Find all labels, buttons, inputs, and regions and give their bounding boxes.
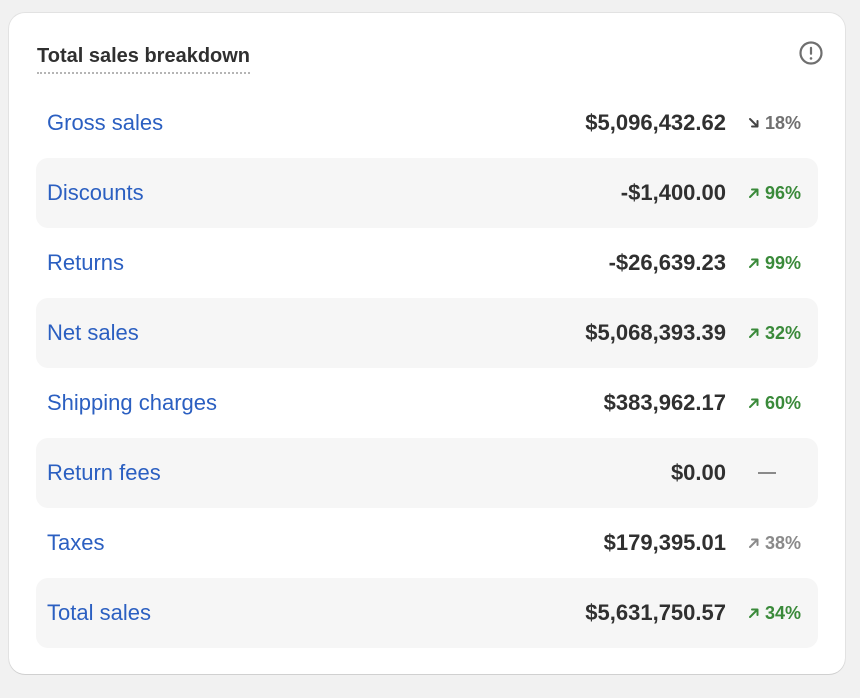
change-indicator: 60%: [739, 393, 801, 414]
change-percent: 18%: [764, 112, 801, 133]
table-row: Gross sales $5,096,432.62 18%: [36, 88, 818, 158]
row-value: $179,395.01: [603, 530, 726, 555]
arrow-up-right-icon: [748, 608, 759, 618]
row-label-link[interactable]: Gross sales: [47, 110, 164, 135]
change-indicator: 99%: [739, 253, 801, 274]
breakdown-table: Gross sales $5,096,432.62 18% Discounts …: [36, 88, 818, 648]
table-row: Returns -$26,639.23 99%: [36, 228, 818, 298]
row-label-link[interactable]: Discounts: [47, 180, 144, 205]
change-percent: 96%: [764, 182, 801, 203]
table-row: Shipping charges $383,962.17 60%: [36, 368, 818, 438]
change-indicator: 38%: [739, 533, 801, 554]
total-sales-breakdown-card: Total sales breakdown Gross sales $5,096…: [9, 13, 845, 674]
row-label-link[interactable]: Returns: [47, 250, 125, 275]
info-circle-icon[interactable]: [797, 39, 825, 67]
row-value: $383,962.17: [603, 390, 726, 415]
arrow-up-right-icon: [748, 398, 759, 408]
change-indicator: [739, 472, 801, 474]
change-percent: 32%: [764, 322, 801, 343]
row-value: $5,068,393.39: [585, 320, 726, 345]
row-label-link[interactable]: Net sales: [47, 320, 139, 345]
arrow-up-right-icon: [748, 258, 759, 268]
row-label-link[interactable]: Taxes: [47, 530, 105, 555]
change-percent: 60%: [764, 392, 801, 413]
card-title[interactable]: Total sales breakdown: [37, 43, 251, 74]
change-percent: 99%: [764, 252, 801, 273]
row-label-link[interactable]: Total sales: [47, 600, 151, 625]
row-value: $5,631,750.57: [585, 600, 726, 625]
row-label-link[interactable]: Shipping charges: [47, 390, 218, 415]
change-percent: 34%: [764, 602, 801, 623]
change-indicator: 34%: [739, 603, 801, 624]
table-row: Total sales $5,631,750.57 34%: [36, 578, 818, 648]
row-value: -$26,639.23: [608, 250, 726, 275]
no-change-dash-icon: [758, 472, 776, 474]
row-value: -$1,400.00: [620, 180, 726, 205]
arrow-down-right-icon: [748, 118, 759, 128]
change-indicator: 96%: [739, 183, 801, 204]
table-row: Discounts -$1,400.00 96%: [36, 158, 818, 228]
table-row: Taxes $179,395.01 38%: [36, 508, 818, 578]
table-row: Return fees $0.00: [36, 438, 818, 508]
table-row: Net sales $5,068,393.39 32%: [36, 298, 818, 368]
change-indicator: 18%: [739, 113, 801, 134]
row-label-link[interactable]: Return fees: [47, 460, 161, 485]
row-value: $0.00: [670, 460, 726, 485]
arrow-up-right-icon: [748, 538, 759, 548]
change-indicator: 32%: [739, 323, 801, 344]
row-value: $5,096,432.62: [585, 110, 726, 135]
arrow-up-right-icon: [748, 328, 759, 338]
arrow-up-right-icon: [748, 188, 759, 198]
change-percent: 38%: [764, 532, 801, 553]
